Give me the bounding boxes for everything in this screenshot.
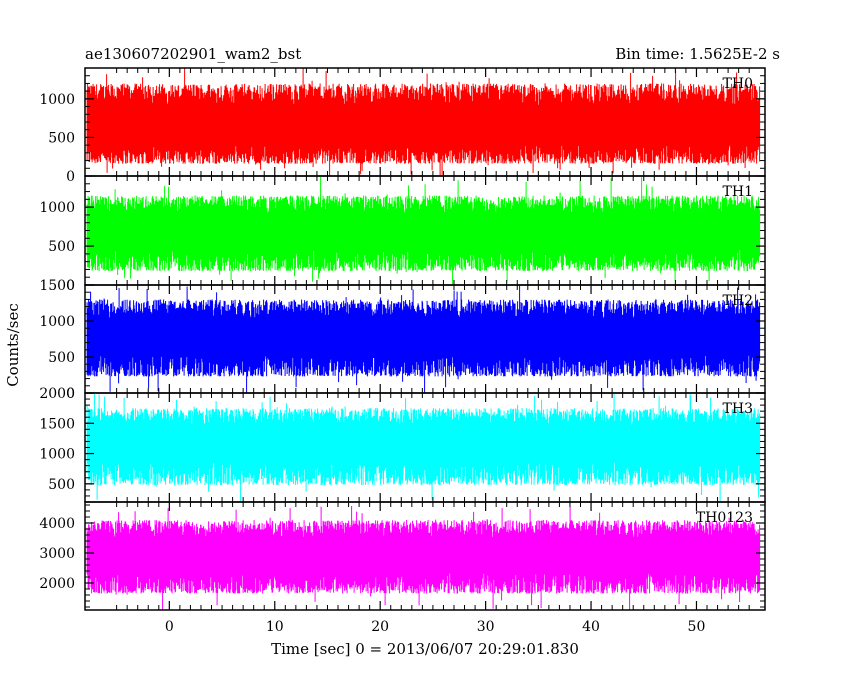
x-tick-label: 50 <box>688 619 706 635</box>
series-th3 <box>86 393 761 502</box>
y-tick-label: 0 <box>66 169 75 185</box>
panel-label: TH0 <box>723 76 753 92</box>
panel-label: TH1 <box>723 184 753 200</box>
series-th0123 <box>86 506 761 610</box>
panel-label: TH3 <box>723 401 753 417</box>
y-tick-label: 0 <box>66 386 75 402</box>
y-tick-label: 1000 <box>39 92 75 108</box>
panel-th0: 0 500 1000 TH0 <box>39 67 766 185</box>
bin-time-label: Bin time: 1.5625E-2 s <box>615 45 780 63</box>
y-tick-label: 500 <box>48 130 75 146</box>
y-tick-label: 4000 <box>39 516 75 532</box>
x-tick-label: 30 <box>477 619 495 635</box>
panel-th0123: 2000 3000 4000 TH0123 <box>39 501 766 611</box>
y-tick-label: 1000 <box>39 447 75 463</box>
panel-th3: 500 1000 1500 2000 TH3 <box>39 386 766 503</box>
panel-frame <box>84 501 766 611</box>
y-tick-label: 2000 <box>39 386 75 402</box>
panel-label: TH0123 <box>696 510 753 526</box>
y-tick-label: 500 <box>48 350 75 366</box>
y-tick-label: 3000 <box>39 546 75 562</box>
x-tick-label: 0 <box>165 619 174 635</box>
y-tick-label: 0 <box>66 278 75 294</box>
y-axis-label: Counts/sec <box>4 303 22 387</box>
x-tick-label: 20 <box>371 619 389 635</box>
series-th0 <box>86 68 761 176</box>
y-tick-label: 1000 <box>39 314 75 330</box>
x-axis-label: Time [sec] 0 = 2013/06/07 20:29:01.830 <box>271 640 579 658</box>
series-th1 <box>86 176 761 285</box>
x-tick-label: 40 <box>582 619 600 635</box>
y-tick-label: 2000 <box>39 576 75 592</box>
panel-th1: 0 500 1000 TH1 <box>39 175 766 294</box>
y-tick-label: 1000 <box>39 200 75 216</box>
y-tick-label: 1500 <box>39 278 75 294</box>
figure-title: ae130607202901_wam2_bst <box>85 45 301 63</box>
x-tick-label: 10 <box>266 619 284 635</box>
panel-label: TH2 <box>723 293 753 309</box>
y-tick-label: 500 <box>48 239 75 255</box>
panels-group: 05001000TH005001000TH1050010001500TH2500… <box>39 67 766 635</box>
y-tick-label: 1500 <box>39 416 75 432</box>
series-th2 <box>86 285 761 393</box>
y-tick-label: 500 <box>48 477 75 493</box>
panel-th2: 0 500 1000 1500 TH2 <box>39 278 766 402</box>
